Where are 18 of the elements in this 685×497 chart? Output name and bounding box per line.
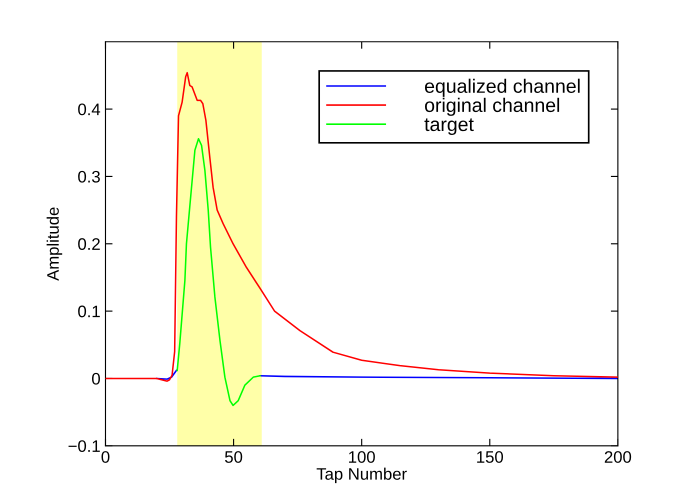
line-series bbox=[176, 138, 261, 406]
x-tick-label: 100 bbox=[349, 451, 375, 463]
legend-label: target bbox=[424, 118, 474, 136]
x-tick-label: 50 bbox=[224, 451, 242, 463]
x-tick-label: 150 bbox=[477, 451, 504, 463]
y-tick-label: 0.3 bbox=[78, 170, 100, 183]
y-tick-label: 0.4 bbox=[78, 103, 100, 116]
legend-label: original channel bbox=[424, 98, 560, 116]
y-tick-label: 0.2 bbox=[78, 238, 100, 250]
y-tick-label: 0.1 bbox=[78, 306, 100, 318]
y-tick-label: −0.1 bbox=[68, 440, 100, 452]
y-tick-label: 0 bbox=[92, 372, 100, 385]
legend-label: equalized channel bbox=[425, 78, 580, 97]
x-tick-label: 0 bbox=[102, 451, 110, 463]
line-series bbox=[105, 72, 618, 382]
x-axis-title: Tap Number bbox=[316, 468, 407, 484]
x-tick-label: 200 bbox=[604, 451, 632, 463]
y-axis-title: Amplitude bbox=[46, 207, 62, 281]
